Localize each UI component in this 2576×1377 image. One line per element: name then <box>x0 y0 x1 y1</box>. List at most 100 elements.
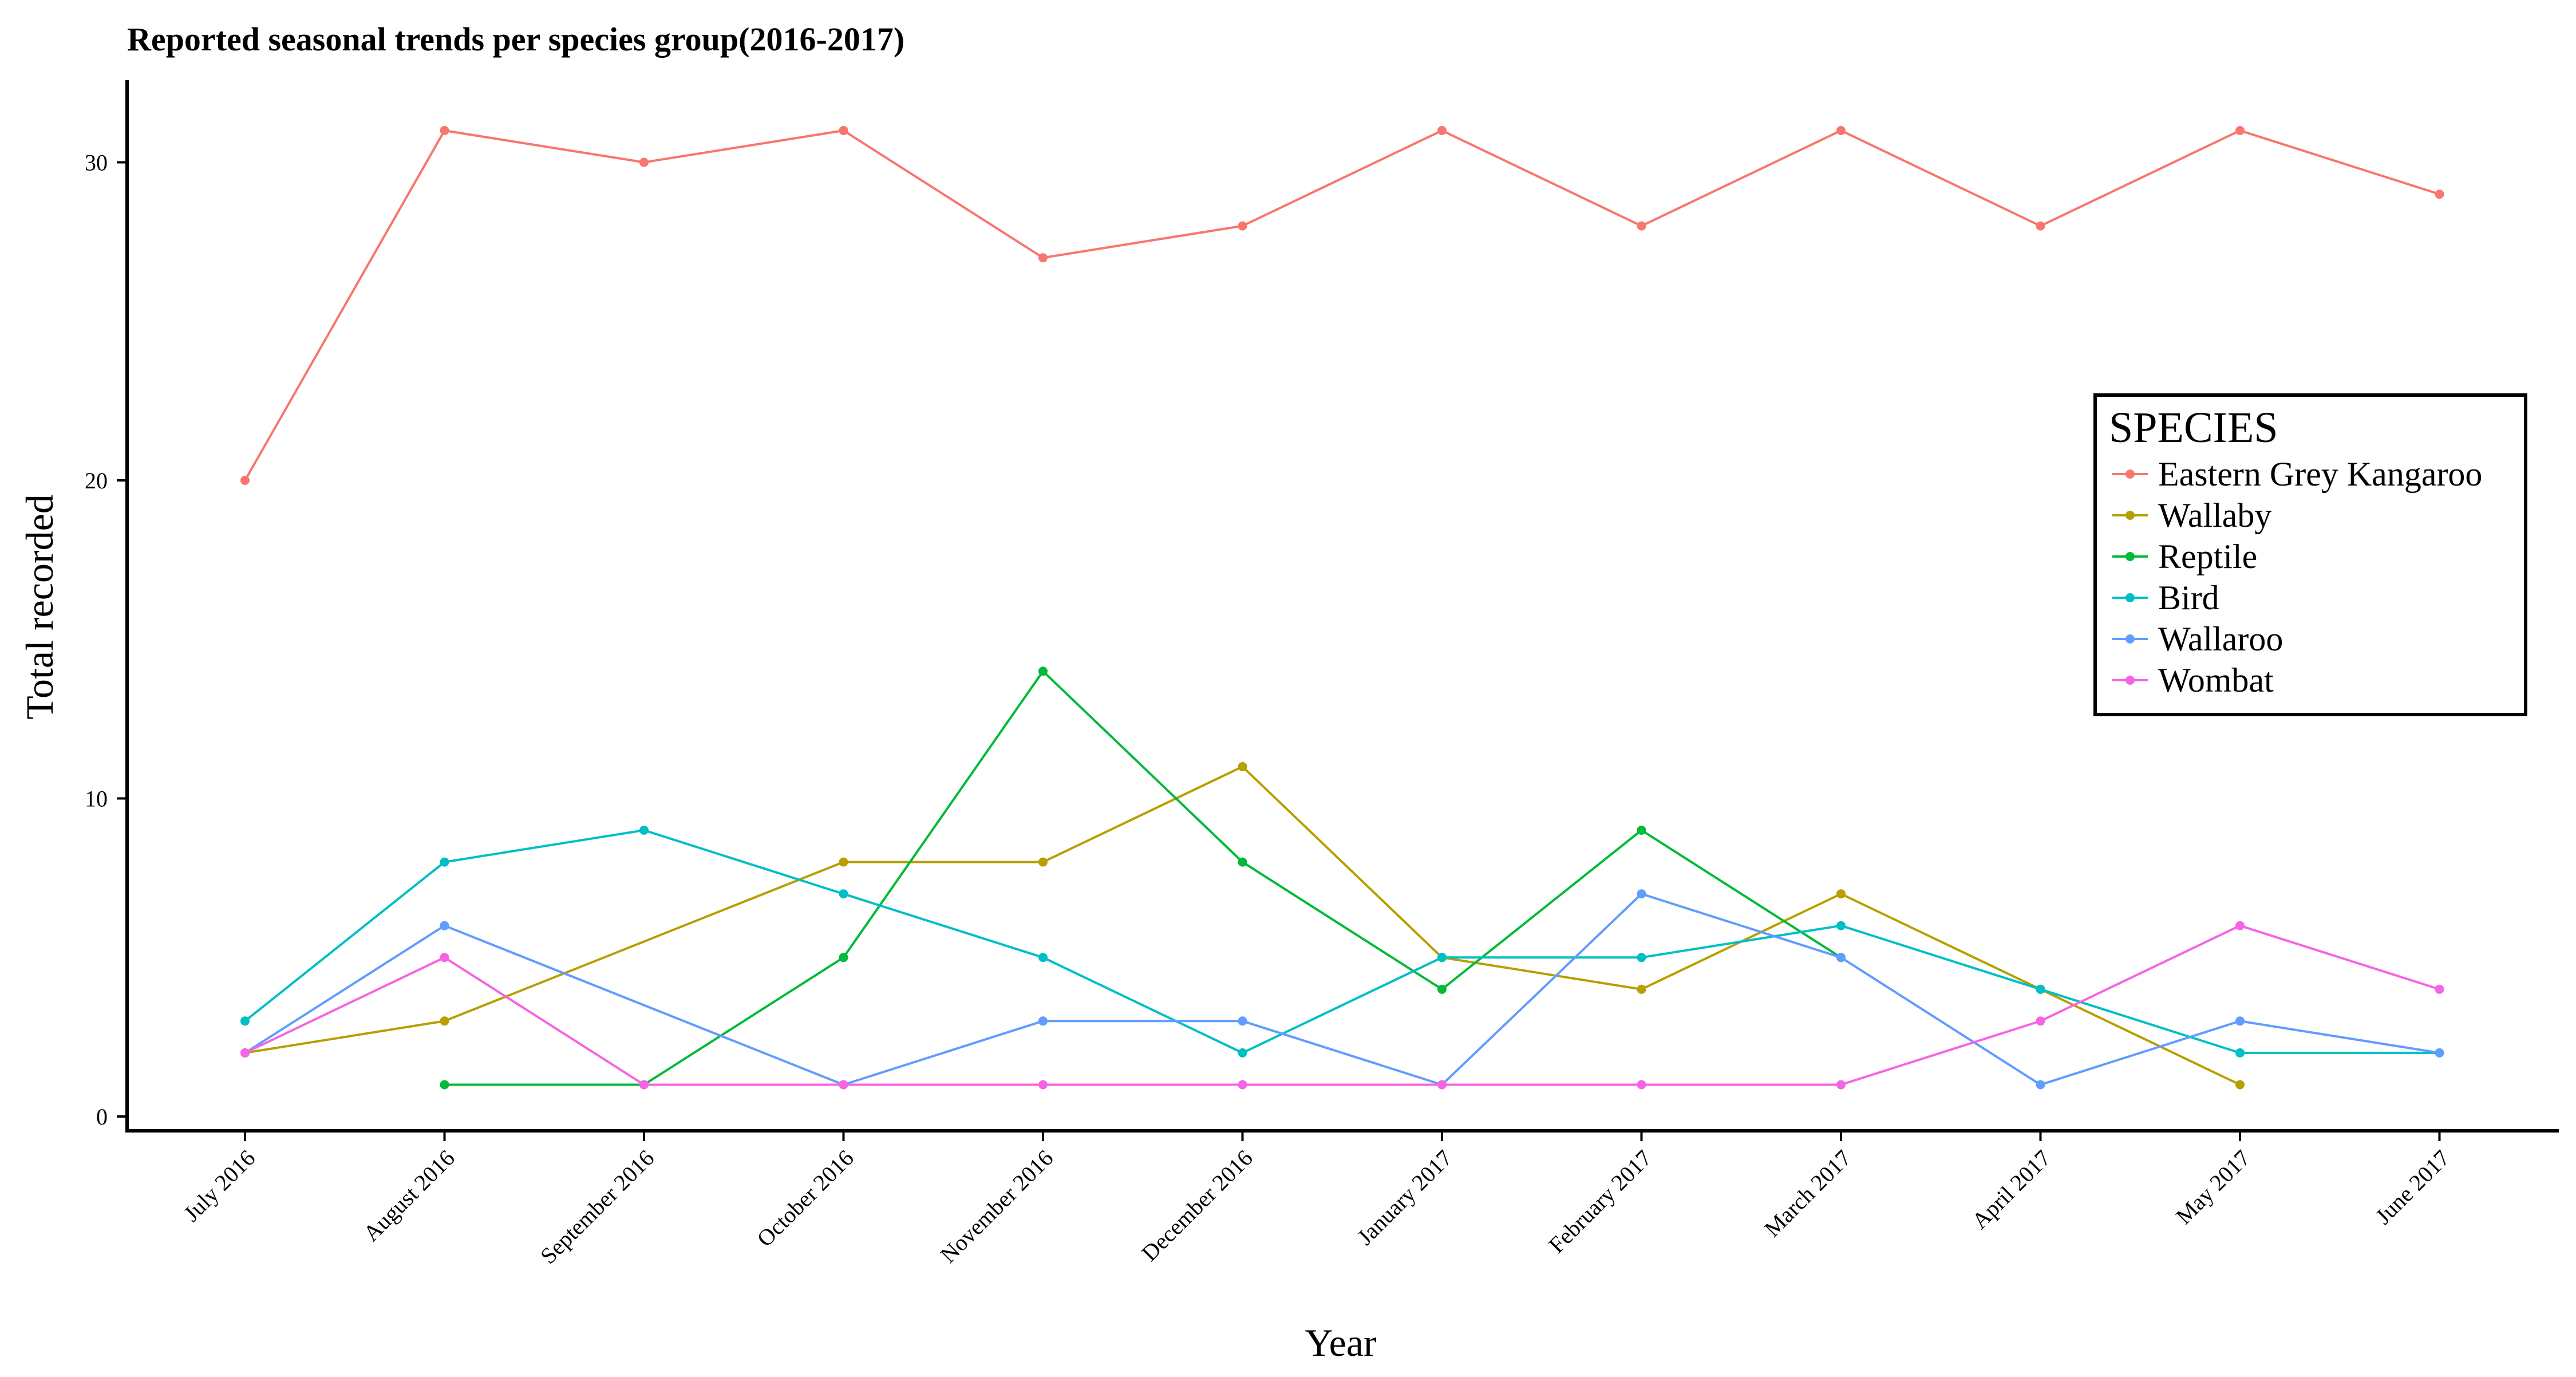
y-tick-label: 10 <box>85 786 108 812</box>
data-point <box>839 953 848 962</box>
data-point <box>1836 889 1846 899</box>
data-point <box>2235 1016 2245 1026</box>
data-point <box>440 1080 449 1090</box>
y-axis-ticks: 0 10 20 30 <box>85 150 127 1130</box>
legend-item: Wombat <box>2112 661 2274 699</box>
data-point <box>1836 1080 1846 1090</box>
data-point <box>2435 1048 2444 1058</box>
series-group <box>240 126 2444 485</box>
x-tick-label: March 2017 <box>1759 1145 1856 1242</box>
series-layer <box>240 126 2444 1090</box>
chart-title: Reported seasonal trends per species gro… <box>127 21 904 58</box>
series-group <box>440 666 1846 1090</box>
data-point <box>440 126 449 135</box>
data-point <box>2235 1080 2245 1090</box>
data-point <box>1038 953 1048 962</box>
data-point <box>1238 857 1247 867</box>
data-point <box>1437 1080 1447 1090</box>
series-group <box>240 762 2245 1090</box>
y-tick-label: 20 <box>85 468 108 494</box>
data-point <box>2235 1048 2245 1058</box>
data-point <box>1038 253 1048 263</box>
legend-item: Wallaby <box>2112 496 2271 534</box>
data-point <box>440 953 449 962</box>
x-tick-label: July 2016 <box>179 1145 260 1227</box>
y-tick-label: 30 <box>85 150 108 176</box>
data-point <box>1238 1080 1247 1090</box>
x-tick-label: December 2016 <box>1136 1145 1258 1266</box>
legend-key-point <box>2125 469 2135 479</box>
data-point <box>1038 1016 1048 1026</box>
data-point <box>839 1080 848 1090</box>
data-point <box>639 157 649 167</box>
legend-key-point <box>2125 593 2135 602</box>
data-point <box>839 857 848 867</box>
series-group <box>240 826 2444 1058</box>
data-point <box>639 1080 649 1090</box>
x-tick-label: April 2017 <box>1967 1145 2056 1234</box>
x-tick-label: November 2016 <box>935 1145 1058 1268</box>
x-tick-label: May 2017 <box>2171 1145 2255 1229</box>
legend-key-point <box>2125 634 2135 644</box>
series-group <box>240 889 2444 1090</box>
data-point <box>2036 221 2045 231</box>
data-point <box>240 1016 250 1026</box>
data-point <box>2435 190 2444 199</box>
legend-label: Eastern Grey Kangaroo <box>2158 455 2482 493</box>
y-tick-label: 0 <box>96 1104 108 1130</box>
data-point <box>1637 826 1646 835</box>
series-line <box>244 892 2440 1086</box>
legend-key-point <box>2125 511 2135 520</box>
legend-title: SPECIES <box>2109 404 2278 452</box>
legend-item: Bird <box>2112 579 2219 617</box>
series-line <box>244 924 2440 1086</box>
data-point <box>839 889 848 899</box>
series-line <box>244 129 2440 481</box>
x-tick-label: June 2017 <box>2370 1145 2455 1229</box>
data-point <box>639 826 649 835</box>
data-point <box>1637 889 1646 899</box>
data-point <box>440 921 449 930</box>
series-group <box>240 921 2444 1090</box>
data-point <box>1238 1016 1247 1026</box>
data-point <box>440 1016 449 1026</box>
data-point <box>839 126 848 135</box>
x-tick-label: October 2016 <box>752 1145 859 1252</box>
data-point <box>440 857 449 867</box>
x-tick-label: August 2016 <box>358 1145 460 1246</box>
data-point <box>1437 953 1447 962</box>
data-point <box>2036 984 2045 994</box>
data-point <box>240 1048 250 1058</box>
axes <box>125 80 2559 1133</box>
legend-label: Wallaroo <box>2158 620 2283 658</box>
data-point <box>2435 984 2444 994</box>
legend-label: Wombat <box>2158 661 2274 699</box>
legend-item: Reptile <box>2112 538 2257 575</box>
data-point <box>1437 984 1447 994</box>
data-point <box>1238 221 1247 231</box>
legend-label: Wallaby <box>2158 496 2271 534</box>
x-axis-title: Year <box>1305 1321 1377 1364</box>
data-point <box>1038 857 1048 867</box>
x-tick-label: January 2017 <box>1352 1145 1457 1250</box>
y-axis-title: Total recorded <box>18 494 61 720</box>
series-line <box>444 669 1842 1086</box>
legend-key-point <box>2125 676 2135 685</box>
data-point <box>1038 666 1048 676</box>
legend-label: Bird <box>2158 579 2219 617</box>
legend-box <box>2093 393 2527 716</box>
data-point <box>1437 126 1447 135</box>
data-point <box>1836 953 1846 962</box>
data-point <box>1637 1080 1646 1090</box>
legend-label: Reptile <box>2158 538 2257 575</box>
legend-item: Eastern Grey Kangaroo <box>2112 455 2482 493</box>
data-point <box>1836 126 1846 135</box>
data-point <box>2036 1080 2045 1090</box>
data-point <box>1836 921 1846 930</box>
data-point <box>1238 762 1247 771</box>
data-point <box>2036 1016 2045 1026</box>
data-point <box>1637 221 1646 231</box>
x-axis-ticks: July 2016 August 2016 September 2016 Octobe… <box>179 1131 2455 1269</box>
